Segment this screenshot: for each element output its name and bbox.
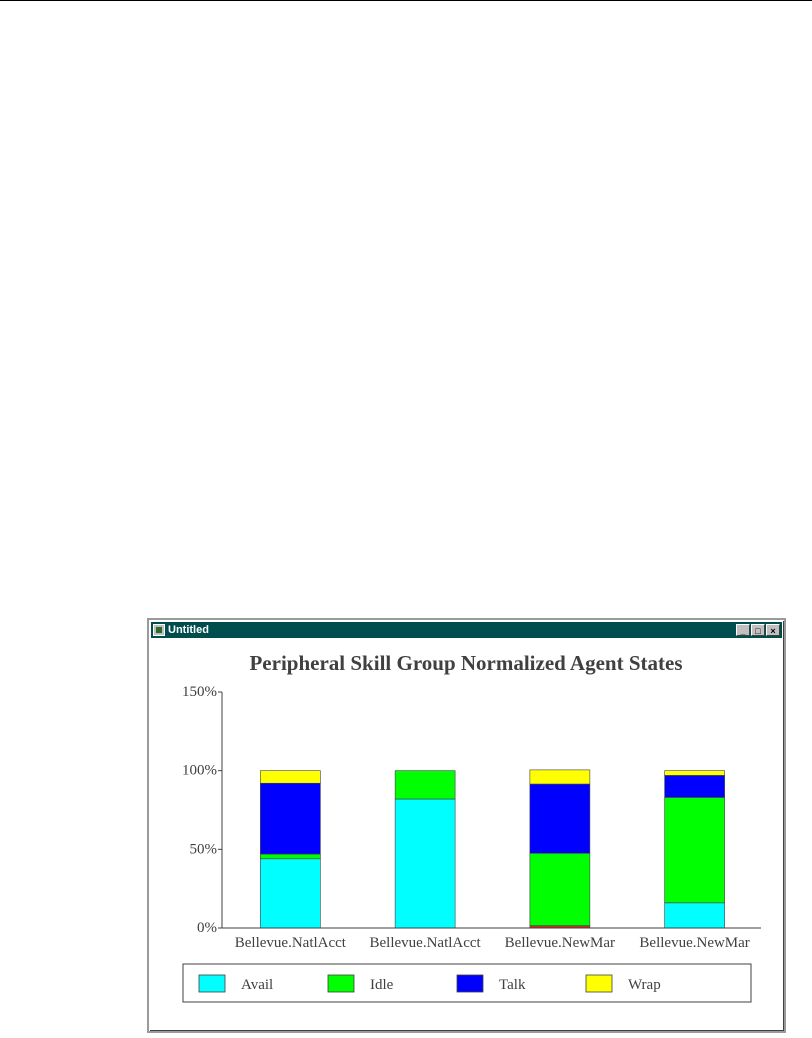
bar-segment-talk <box>664 775 725 798</box>
chart-window[interactable]: Untitled _ □ × Peripheral Skill Group No… <box>147 618 786 1033</box>
bar-segment-wrap <box>664 770 725 776</box>
bar-segment-avail <box>260 858 321 929</box>
y-tick-label: 0% <box>197 920 217 936</box>
bar-segment-idle <box>529 852 591 926</box>
page-top-rule <box>0 0 812 1</box>
bar-segment-talk <box>529 783 591 854</box>
chart-client-area: Peripheral Skill Group Normalized Agent … <box>151 640 782 1029</box>
y-tick-label: 150% <box>182 684 217 700</box>
bar-segment-wrap <box>529 769 591 785</box>
legend-swatch-talk <box>456 974 484 993</box>
close-button[interactable]: × <box>766 624 780 636</box>
x-tick-label: Bellevue.NatlAcct <box>370 935 482 951</box>
chart-title: Peripheral Skill Group Normalized Agent … <box>249 651 682 675</box>
stacked-bar-chart: Peripheral Skill Group Normalized Agent … <box>182 651 761 1003</box>
legend-swatch-wrap <box>585 974 613 993</box>
legend: Avail Idle Talk Wrap <box>182 963 752 1003</box>
legend-label-wrap: Wrap <box>628 977 661 993</box>
app-icon[interactable] <box>153 624 165 636</box>
bar-segment-avail <box>394 798 456 929</box>
x-tick-label: Bellevue.NatlAcct <box>235 935 347 951</box>
maximize-button[interactable]: □ <box>751 624 765 636</box>
minimize-button[interactable]: _ <box>736 624 750 636</box>
x-tick-label: Bellevue.NewMar <box>639 935 749 951</box>
y-tick-label: 100% <box>182 763 217 779</box>
legend-label-talk: Talk <box>499 977 526 993</box>
bar-segment-idle <box>664 797 725 904</box>
legend-label-avail: Avail <box>241 977 273 993</box>
bar-segment-idle <box>260 853 321 860</box>
window-titlebar[interactable]: Untitled _ □ × <box>151 622 782 638</box>
x-tick-label: Bellevue.NewMar <box>505 935 615 951</box>
bar-segment-idle <box>394 770 456 800</box>
y-tick-label: 50% <box>190 841 218 857</box>
bar-segment-wrap <box>260 770 321 784</box>
legend-swatch-idle <box>327 974 355 993</box>
window-title: Untitled <box>168 624 209 636</box>
legend-swatch-avail <box>198 974 226 993</box>
bar-segment-talk <box>260 782 321 855</box>
legend-label-idle: Idle <box>370 977 394 993</box>
bar-segment-avail <box>664 902 725 929</box>
